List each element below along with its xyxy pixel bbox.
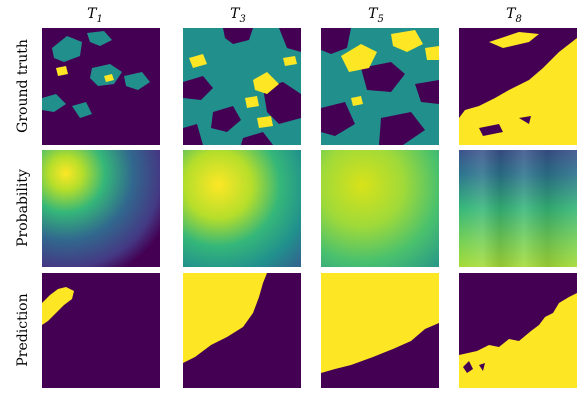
col-header: T8 <box>506 6 522 25</box>
col-header: T3 <box>230 6 246 25</box>
column-headers: T1 T3 T5 T8 <box>87 6 522 25</box>
prediction-panel <box>183 273 301 388</box>
ground-truth-panel <box>321 28 439 145</box>
ground-truth-panel <box>42 28 160 145</box>
ground-truth-panel <box>183 28 301 145</box>
probability-panel <box>42 150 160 267</box>
probability-panel <box>321 150 439 267</box>
col-header: T5 <box>368 6 384 25</box>
prediction-panel <box>321 273 439 388</box>
row-header: Prediction <box>15 293 31 366</box>
prediction-panel <box>42 273 160 388</box>
probability-panel <box>459 150 577 267</box>
col-header: T1 <box>87 6 103 25</box>
probability-panel <box>183 150 301 267</box>
row-header: Probability <box>15 169 31 247</box>
row-header: Ground truth <box>15 39 31 133</box>
prediction-panel <box>459 273 577 388</box>
ground-truth-panel <box>459 28 577 145</box>
